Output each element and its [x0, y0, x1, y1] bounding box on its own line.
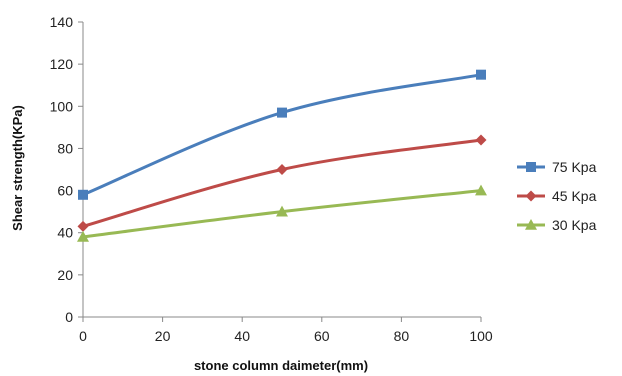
data-point-75-kpa: [277, 107, 287, 118]
data-point-30-kpa: [276, 205, 288, 217]
legend-marker-75-kpa: [526, 162, 536, 172]
data-point-75-kpa: [476, 69, 486, 80]
data-point-45-kpa: [276, 164, 288, 175]
y-tick-label: 0: [65, 309, 73, 325]
y-tick-label: 80: [57, 140, 73, 156]
legend-marker-30-kpa: [525, 219, 537, 230]
data-point-45-kpa: [77, 220, 89, 232]
legend-label-45-kpa: 45 Kpa: [552, 188, 597, 204]
legend-label-30-kpa: 30 Kpa: [552, 217, 597, 233]
data-point-30-kpa: [77, 230, 89, 242]
data-point-45-kpa: [475, 134, 487, 146]
x-tick-label: 100: [469, 328, 493, 344]
series-line-75-kpa: [82, 73, 482, 197]
y-tick-label: 120: [50, 56, 74, 72]
x-tick-label: 0: [79, 328, 87, 344]
legend-label-75-kpa: 75 Kpa: [552, 159, 597, 175]
x-tick-label: 60: [314, 328, 330, 344]
y-tick-label: 20: [57, 267, 73, 283]
plot-area: 0 20 40 60 80 100 120 140 0 20 40 60 80 100: [50, 14, 493, 344]
y-tick-label: 100: [50, 98, 74, 114]
y-tick-label: 60: [57, 183, 73, 199]
legend: 75 Kpa 45 Kpa 30 Kpa: [517, 159, 597, 233]
legend-marker-45-kpa: [525, 190, 537, 202]
data-point-75-kpa: [78, 189, 88, 200]
y-tick-label: 140: [50, 14, 74, 30]
y-axis-title: Shear strength(KPa): [10, 105, 25, 231]
x-tick-label: 40: [234, 328, 250, 344]
x-tick-label: 20: [155, 328, 171, 344]
x-axis-title: stone column daimeter(mm): [194, 358, 368, 373]
x-tick-label: 80: [394, 328, 410, 344]
y-tick-label: 40: [57, 225, 73, 241]
data-point-30-kpa: [475, 184, 487, 196]
